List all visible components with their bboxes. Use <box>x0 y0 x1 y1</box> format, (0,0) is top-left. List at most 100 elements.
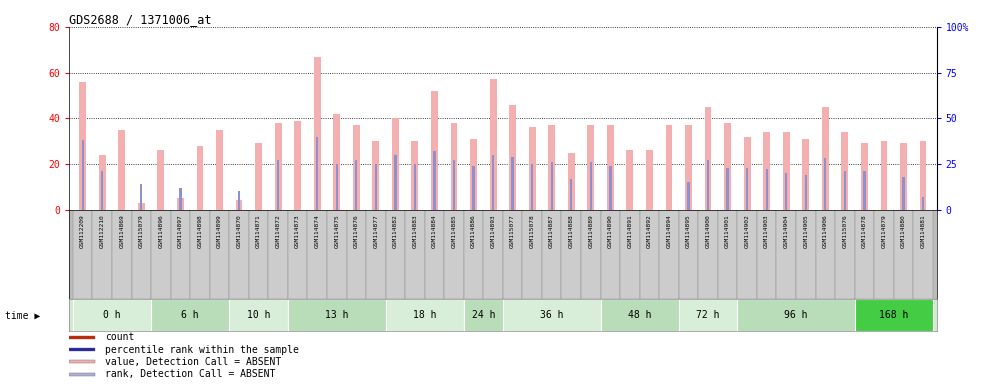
Bar <box>248 210 268 299</box>
Bar <box>138 203 145 210</box>
Bar <box>277 160 279 210</box>
Bar <box>386 210 405 299</box>
Bar <box>531 164 533 210</box>
Text: 72 h: 72 h <box>696 310 720 320</box>
Text: GSM114878: GSM114878 <box>862 214 867 248</box>
Bar <box>805 175 807 210</box>
Bar <box>509 104 516 210</box>
Bar <box>646 150 653 210</box>
Bar <box>288 299 386 331</box>
Text: GSM114885: GSM114885 <box>452 214 457 248</box>
Bar <box>238 191 241 210</box>
Bar <box>151 210 171 299</box>
Bar <box>660 210 678 299</box>
Bar <box>294 121 301 210</box>
Bar <box>844 171 846 210</box>
Bar <box>453 160 456 210</box>
Bar <box>112 210 131 299</box>
Bar <box>640 210 660 299</box>
Bar <box>93 210 112 299</box>
Text: GSM114890: GSM114890 <box>607 214 613 248</box>
Bar <box>73 210 93 299</box>
Bar <box>620 210 640 299</box>
Text: 0 h: 0 h <box>104 310 121 320</box>
Text: 6 h: 6 h <box>181 310 199 320</box>
Bar <box>698 210 718 299</box>
Text: GSM114872: GSM114872 <box>276 214 281 248</box>
Bar <box>236 200 243 210</box>
Bar <box>757 210 776 299</box>
Bar <box>707 160 709 210</box>
Bar <box>179 188 181 210</box>
Bar <box>588 125 595 210</box>
Text: GSM114875: GSM114875 <box>334 214 339 248</box>
Bar <box>355 160 358 210</box>
Text: GSM114877: GSM114877 <box>374 214 379 248</box>
Text: GSM114894: GSM114894 <box>667 214 671 248</box>
Bar <box>308 210 327 299</box>
Bar <box>765 169 768 210</box>
Bar <box>405 210 425 299</box>
Bar <box>568 152 575 210</box>
Text: GSM114879: GSM114879 <box>881 214 886 248</box>
Bar <box>824 159 826 210</box>
Text: GSM114882: GSM114882 <box>392 214 398 248</box>
Text: 10 h: 10 h <box>246 310 270 320</box>
Bar <box>678 299 738 331</box>
Text: GSM114895: GSM114895 <box>686 214 691 248</box>
Bar <box>373 141 380 210</box>
Text: percentile rank within the sample: percentile rank within the sample <box>106 345 300 355</box>
Bar <box>425 210 445 299</box>
Bar <box>776 210 796 299</box>
Text: GSM114906: GSM114906 <box>822 214 828 248</box>
Text: time ▶: time ▶ <box>5 310 40 320</box>
Bar <box>738 299 855 331</box>
Bar <box>705 107 712 210</box>
Text: 96 h: 96 h <box>784 310 808 320</box>
Text: GSM114904: GSM114904 <box>784 214 789 248</box>
Bar <box>607 125 613 210</box>
Bar <box>920 141 927 210</box>
Bar <box>314 56 320 210</box>
Bar <box>82 140 84 210</box>
Bar <box>472 166 474 210</box>
Bar <box>718 210 738 299</box>
Text: GSM114876: GSM114876 <box>354 214 359 248</box>
Bar <box>394 155 396 210</box>
Bar <box>386 299 463 331</box>
Bar <box>451 123 458 210</box>
Text: 36 h: 36 h <box>540 310 563 320</box>
Bar <box>196 146 203 210</box>
Text: rank, Detection Call = ABSENT: rank, Detection Call = ABSENT <box>106 369 276 379</box>
Text: GSM112209: GSM112209 <box>80 214 85 248</box>
Bar <box>414 164 416 210</box>
Bar <box>353 125 360 210</box>
Text: GSM114892: GSM114892 <box>647 214 652 248</box>
Bar <box>492 155 494 210</box>
Bar <box>687 182 689 210</box>
Bar <box>523 210 542 299</box>
Bar <box>743 137 750 210</box>
Bar <box>99 155 106 210</box>
Text: GSM114869: GSM114869 <box>119 214 124 248</box>
Bar <box>590 162 592 210</box>
Bar <box>685 125 692 210</box>
Text: GSM115077: GSM115077 <box>510 214 515 248</box>
Bar <box>600 299 678 331</box>
Bar <box>366 210 386 299</box>
Text: GSM114886: GSM114886 <box>471 214 476 248</box>
Bar <box>317 137 318 210</box>
Text: GSM114897: GSM114897 <box>177 214 183 248</box>
Text: GSM115078: GSM115078 <box>529 214 534 248</box>
Bar <box>140 184 143 210</box>
Bar <box>69 373 95 376</box>
Bar <box>902 177 904 210</box>
Text: GSM114888: GSM114888 <box>569 214 574 248</box>
Bar <box>855 299 933 331</box>
Text: GSM114880: GSM114880 <box>901 214 906 248</box>
Text: GSM114902: GSM114902 <box>744 214 749 248</box>
Text: GSM114900: GSM114900 <box>706 214 711 248</box>
Text: 48 h: 48 h <box>628 310 652 320</box>
Bar <box>470 139 477 210</box>
Bar <box>746 167 748 210</box>
